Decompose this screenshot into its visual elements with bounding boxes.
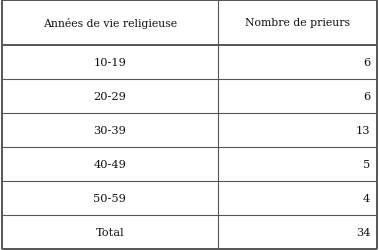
Text: 4: 4: [363, 193, 370, 203]
Text: 13: 13: [356, 125, 370, 135]
Text: Années de vie religieuse: Années de vie religieuse: [43, 18, 177, 29]
Text: Nombre de prieurs: Nombre de prieurs: [245, 18, 350, 28]
Text: 10-19: 10-19: [93, 57, 126, 67]
Text: 30-39: 30-39: [93, 125, 126, 135]
Text: 5: 5: [363, 159, 370, 169]
Text: 50-59: 50-59: [93, 193, 126, 203]
Text: Total: Total: [96, 227, 124, 237]
Text: 6: 6: [363, 57, 370, 67]
Text: 20-29: 20-29: [93, 91, 126, 101]
Text: 40-49: 40-49: [93, 159, 126, 169]
Text: 6: 6: [363, 91, 370, 101]
Text: 34: 34: [356, 227, 370, 237]
